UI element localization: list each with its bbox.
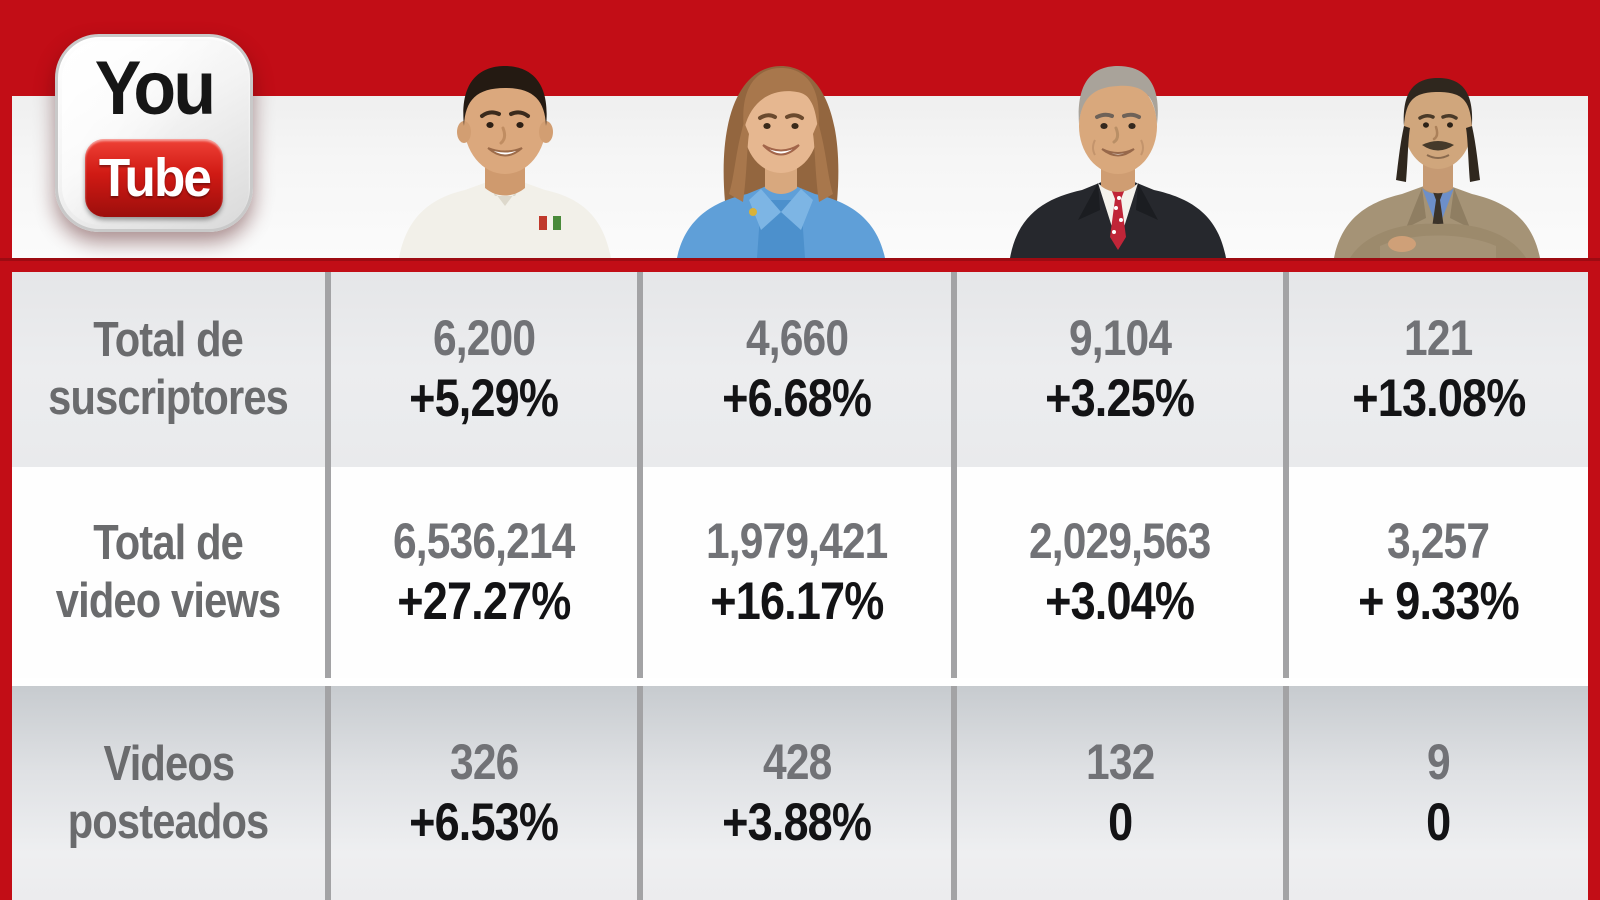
stat-value: 3,257: [1387, 513, 1490, 570]
row-label-line2: suscriptores: [48, 371, 290, 425]
stat-cell-suscriptores-4: 121 +13.08%: [1283, 272, 1588, 467]
youtube-logo-tube-badge: Tube: [85, 139, 223, 217]
stat-value: 326: [449, 733, 519, 790]
candidate-photo-4: [1322, 52, 1550, 258]
table-row-video-views: Total de video views 6,536,214 +27.27% 1…: [12, 467, 1588, 678]
stat-value: 6,536,214: [393, 513, 575, 570]
row-label-line1: Videos: [103, 736, 235, 791]
candidate-photo-3: [998, 48, 1238, 258]
stat-change: +5,29%: [409, 369, 560, 429]
candidate-1-portrait-icon: [399, 66, 611, 258]
header-band: You Tube: [0, 0, 1600, 272]
stat-cell-views-1: 6,536,214 +27.27%: [325, 467, 637, 678]
stat-cell-posted-2: 428 +3.88%: [637, 686, 951, 900]
stat-value: 9: [1427, 733, 1451, 790]
stat-value: 132: [1085, 733, 1155, 790]
stat-change: +13.08%: [1351, 369, 1526, 429]
stat-value: 2,029,563: [1029, 513, 1211, 570]
row-label-video-views: Total de video views: [12, 467, 325, 678]
stat-cell-posted-4: 9 0: [1283, 686, 1588, 900]
stat-change: +27.27%: [397, 572, 571, 632]
row-label-videos-posteados: Videos posteados: [12, 686, 325, 900]
stat-change: + 9.33%: [1358, 572, 1519, 632]
row-label-line1: Total de: [93, 516, 245, 571]
stat-value: 121: [1404, 310, 1473, 367]
stat-change: +3.25%: [1045, 369, 1196, 429]
stat-cell-suscriptores-1: 6,200 +5,29%: [325, 272, 637, 467]
stat-change: +3.88%: [722, 792, 873, 852]
stat-change: 0: [1426, 792, 1451, 852]
candidate-photo-2: [663, 42, 899, 258]
row-label-line2: video views: [56, 574, 281, 628]
table-row-videos-posteados: Videos posteados 326 +6.53% 428 +3.88% 1…: [12, 686, 1588, 900]
youtube-logo-tube-text: Tube: [98, 148, 211, 208]
candidate-3-portrait-icon: [1010, 66, 1226, 258]
youtube-logo-you-text: You: [94, 46, 216, 131]
stat-change: +6.53%: [409, 792, 560, 852]
stat-value: 1,979,421: [706, 513, 888, 570]
stat-value: 6,200: [432, 310, 536, 367]
red-divider-strip: [0, 258, 1600, 272]
stats-table: Total de suscriptores 6,200 +5,29% 4,660…: [12, 272, 1588, 900]
stat-change: +16.17%: [710, 572, 884, 632]
stat-change: +6.68%: [722, 369, 873, 429]
row-label-line1: Total de: [93, 313, 245, 368]
stat-cell-posted-3: 132 0: [951, 686, 1283, 900]
candidate-4-portrait-icon: [1334, 78, 1540, 258]
youtube-logo: You Tube: [55, 34, 253, 232]
stat-change: +3.04%: [1045, 572, 1196, 632]
stat-value: 9,104: [1068, 310, 1172, 367]
stat-cell-views-4: 3,257 + 9.33%: [1283, 467, 1588, 678]
stat-value: 428: [762, 733, 832, 790]
row-label-suscriptores: Total de suscriptores: [12, 272, 325, 467]
stat-change: 0: [1107, 792, 1133, 852]
row-label-line2: posteados: [68, 794, 270, 849]
stat-cell-views-2: 1,979,421 +16.17%: [637, 467, 951, 678]
stat-cell-suscriptores-2: 4,660 +6.68%: [637, 272, 951, 467]
row-gap: [12, 678, 1588, 686]
table-row-suscriptores: Total de suscriptores 6,200 +5,29% 4,660…: [12, 272, 1588, 467]
stat-cell-suscriptores-3: 9,104 +3.25%: [951, 272, 1283, 467]
stat-cell-views-3: 2,029,563 +3.04%: [951, 467, 1283, 678]
candidate-photo-1: [383, 46, 623, 258]
stat-cell-posted-1: 326 +6.53%: [325, 686, 637, 900]
candidate-2-portrait-icon: [677, 66, 885, 258]
stat-value: 4,660: [745, 310, 849, 367]
